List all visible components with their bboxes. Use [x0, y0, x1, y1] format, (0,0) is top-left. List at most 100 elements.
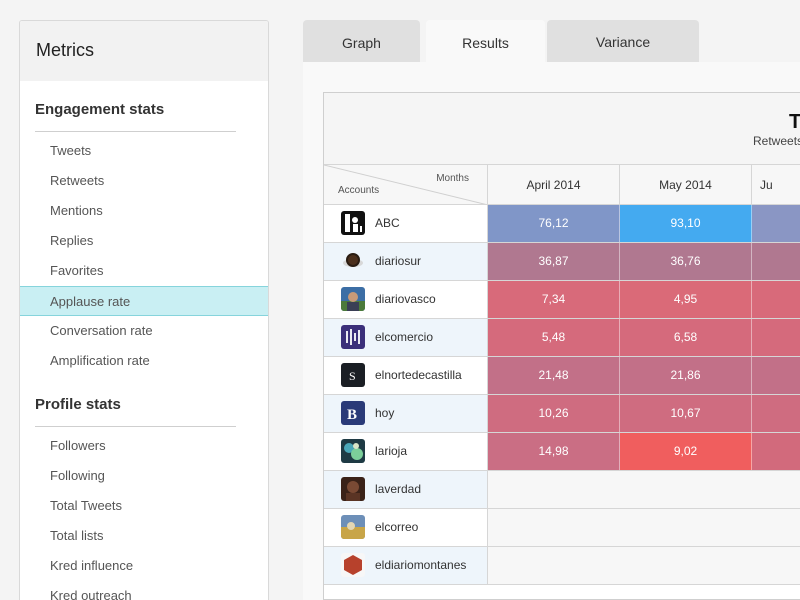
sidebar-item-kred-influence[interactable]: Kred influence: [50, 558, 134, 573]
svg-text:B: B: [347, 407, 357, 423]
account-name: eldiariomontanes: [375, 558, 467, 572]
account-cell[interactable]: diariovasco: [324, 281, 488, 318]
column-header-row: Months Accounts April 2014 May 2014 Ju: [324, 165, 800, 205]
value-cell: 10,26: [488, 395, 620, 432]
account-cell[interactable]: laverdad: [324, 471, 488, 508]
metrics-sidebar: Metrics Engagement stats Tweets Retweets…: [19, 20, 269, 600]
table-title: T: [789, 111, 800, 133]
value-cell: [752, 281, 800, 318]
elcomercio-avatar-icon: [341, 325, 365, 349]
table-row[interactable]: diariovasco 7,34 4,95: [324, 281, 800, 319]
hoy-avatar-icon: B: [341, 401, 365, 425]
value-cell: 14,98: [488, 433, 620, 470]
eldiariomontanes-avatar-icon: [341, 553, 365, 577]
account-cell[interactable]: ABC: [324, 205, 488, 242]
account-name: ABC: [375, 216, 400, 230]
abc-avatar-icon: [341, 211, 365, 235]
table-row[interactable]: elcomercio 5,48 6,58: [324, 319, 800, 357]
sidebar-item-conversation-rate[interactable]: Conversation rate: [50, 323, 153, 338]
table-row[interactable]: elcorreo: [324, 509, 800, 547]
value-cell: 93,10: [620, 205, 752, 242]
value-cell: [752, 319, 800, 356]
corner-header: Months Accounts: [324, 165, 488, 205]
account-name: elcomercio: [375, 330, 434, 344]
diariosur-avatar-icon: [341, 249, 365, 273]
account-name: hoy: [375, 406, 395, 420]
laverdad-avatar-icon: [341, 477, 365, 501]
corner-label-months: Months: [436, 173, 469, 184]
empty-cell: [488, 471, 800, 508]
column-header[interactable]: May 2014: [620, 165, 752, 205]
value-cell: 21,48: [488, 357, 620, 394]
sidebar-item-followers[interactable]: Followers: [50, 438, 106, 453]
section-divider: [35, 426, 236, 427]
sidebar-item-favorites[interactable]: Favorites: [50, 263, 104, 278]
table-header: T Retweets: [324, 93, 800, 165]
account-cell[interactable]: diariosur: [324, 243, 488, 280]
sidebar-title: Metrics: [20, 21, 268, 81]
account-cell[interactable]: eldiariomontanes: [324, 547, 488, 584]
profile-menu: Followers Following Total Tweets Total l…: [20, 427, 268, 600]
tab-results[interactable]: Results: [426, 20, 545, 62]
results-table: T Retweets Months Accounts April 2014 Ma…: [323, 92, 800, 600]
table-body: ABC 76,12 93,10 diariosur 36,87 36,76 diariova…: [324, 205, 800, 585]
sidebar-item-applause-rate[interactable]: Applause rate: [20, 286, 268, 316]
value-cell: 7,34: [488, 281, 620, 318]
value-cell: 10,67: [620, 395, 752, 432]
engagement-menu: Tweets Retweets Mentions Replies Favorit…: [20, 132, 268, 376]
empty-cell: [488, 547, 800, 584]
elcorreo-avatar-icon: [341, 515, 365, 539]
results-panel: T Retweets Months Accounts April 2014 Ma…: [303, 62, 800, 600]
sidebar-item-total-lists[interactable]: Total lists: [50, 528, 104, 543]
value-cell: 9,02: [620, 433, 752, 470]
section-title-engagement: Engagement stats: [35, 101, 165, 118]
diariovasco-avatar-icon: [341, 287, 365, 311]
section-title-profile: Profile stats: [35, 396, 121, 413]
sidebar-item-total-tweets[interactable]: Total Tweets: [50, 498, 123, 513]
corner-label-accounts: Accounts: [338, 185, 380, 196]
table-row[interactable]: diariosur 36,87 36,76: [324, 243, 800, 281]
value-cell: [752, 433, 800, 470]
value-cell: [752, 357, 800, 394]
table-row[interactable]: laverdad: [324, 471, 800, 509]
value-cell: [752, 395, 800, 432]
column-header[interactable]: April 2014: [488, 165, 620, 205]
sidebar-item-mentions[interactable]: Mentions: [50, 203, 103, 218]
table-row[interactable]: ABC 76,12 93,10: [324, 205, 800, 243]
section-divider: [35, 131, 236, 132]
account-name: elnortedecastilla: [375, 368, 462, 382]
sidebar-item-retweets[interactable]: Retweets: [50, 173, 105, 188]
tab-variance[interactable]: Variance: [547, 20, 699, 62]
diagonal-divider: [324, 165, 487, 204]
larioja-avatar-icon: [341, 439, 365, 463]
table-row[interactable]: eldiariomontanes: [324, 547, 800, 585]
sidebar-item-kred-outreach[interactable]: Kred outreach: [50, 588, 132, 600]
account-cell[interactable]: elcorreo: [324, 509, 488, 546]
account-name: elcorreo: [375, 520, 419, 534]
sidebar-item-tweets[interactable]: Tweets: [50, 143, 92, 158]
value-cell: 6,58: [620, 319, 752, 356]
value-cell: 36,76: [620, 243, 752, 280]
main-content: Graph Results Variance T Retweets Months…: [303, 0, 800, 600]
value-cell: 76,12: [488, 205, 620, 242]
account-name: diariosur: [375, 254, 422, 268]
column-header[interactable]: Ju: [752, 165, 800, 205]
table-subtitle: Retweets: [753, 134, 800, 148]
account-cell[interactable]: elcomercio: [324, 319, 488, 356]
sidebar-item-following[interactable]: Following: [50, 468, 105, 483]
sidebar-item-amplification-rate[interactable]: Amplification rate: [50, 353, 150, 368]
table-row[interactable]: larioja 14,98 9,02: [324, 433, 800, 471]
value-cell: 5,48: [488, 319, 620, 356]
svg-text:S: S: [349, 369, 356, 383]
account-name: larioja: [375, 444, 408, 458]
value-cell: [752, 205, 800, 242]
tab-graph[interactable]: Graph: [303, 20, 420, 62]
value-cell: 21,86: [620, 357, 752, 394]
sidebar-item-replies[interactable]: Replies: [50, 233, 94, 248]
empty-cell: [488, 509, 800, 546]
account-cell[interactable]: larioja: [324, 433, 488, 470]
